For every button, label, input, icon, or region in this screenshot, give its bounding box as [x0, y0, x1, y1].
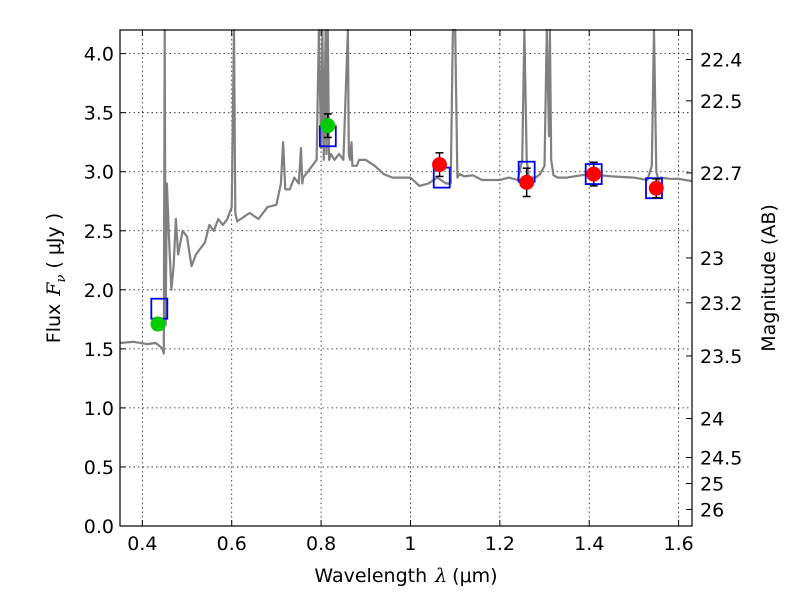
- photometry-point: [320, 118, 336, 134]
- y2-tick-label: 22.5: [700, 91, 742, 113]
- y-tick-label: 1.0: [84, 398, 114, 420]
- y2-tick-label: 25: [700, 473, 724, 495]
- x-tick-label: 1: [404, 533, 416, 555]
- y2-tick-label: 22.7: [700, 163, 742, 185]
- spectrum-line: [119, 28, 693, 355]
- y-tick-label: 0.5: [84, 457, 114, 479]
- y-tick-label: 3.5: [84, 103, 114, 125]
- x-tick-label: 0.6: [217, 533, 247, 555]
- x-tick-label: 1.6: [663, 533, 693, 555]
- y-tick-label: 2.5: [84, 221, 114, 243]
- x-tick-label: 1.4: [574, 533, 604, 555]
- y-tick-label: 2.0: [84, 280, 114, 302]
- y-tick-label: 0.0: [84, 516, 114, 538]
- x-tick-label: 1.2: [485, 533, 515, 555]
- y2-tick-label: 23.2: [700, 293, 742, 315]
- y2-tick-label: 22.4: [700, 50, 742, 72]
- y2-tick-label: 23.5: [700, 346, 742, 368]
- x-tick-label: 0.4: [127, 533, 157, 555]
- tick-layer: 0.4 0.6 0.8 1 1.2 1.4 1.6 0.0 0.5 1.0 1.5 2.0 2.5 3.0…: [84, 30, 742, 555]
- grid-layer: [120, 30, 692, 527]
- x-axis-title: Wavelength λ (μm): [314, 565, 497, 587]
- photometry-point: [150, 316, 166, 332]
- y2-tick-label: 26: [700, 499, 724, 521]
- y2-tick-label: 24.5: [700, 448, 742, 470]
- photometry-point: [519, 174, 535, 190]
- y-tick-label: 4.0: [84, 44, 114, 66]
- y-tick-label: 3.0: [84, 162, 114, 184]
- photometry-layer: [150, 113, 664, 332]
- x-tick-label: 0.8: [306, 533, 336, 555]
- y-tick-label: 1.5: [84, 339, 114, 361]
- y-axis-title: FluxFν( μJy ): [43, 213, 69, 343]
- photometry-point: [586, 166, 602, 182]
- photometry-point: [432, 157, 448, 173]
- plot-frame: [119, 29, 693, 527]
- photometry-point: [648, 180, 664, 196]
- y2-tick-label: 24: [700, 409, 724, 431]
- y2-tick-label: 23: [700, 248, 724, 270]
- spectrum-layer: [119, 28, 693, 355]
- y2-axis-title: Magnitude (AB): [758, 204, 780, 352]
